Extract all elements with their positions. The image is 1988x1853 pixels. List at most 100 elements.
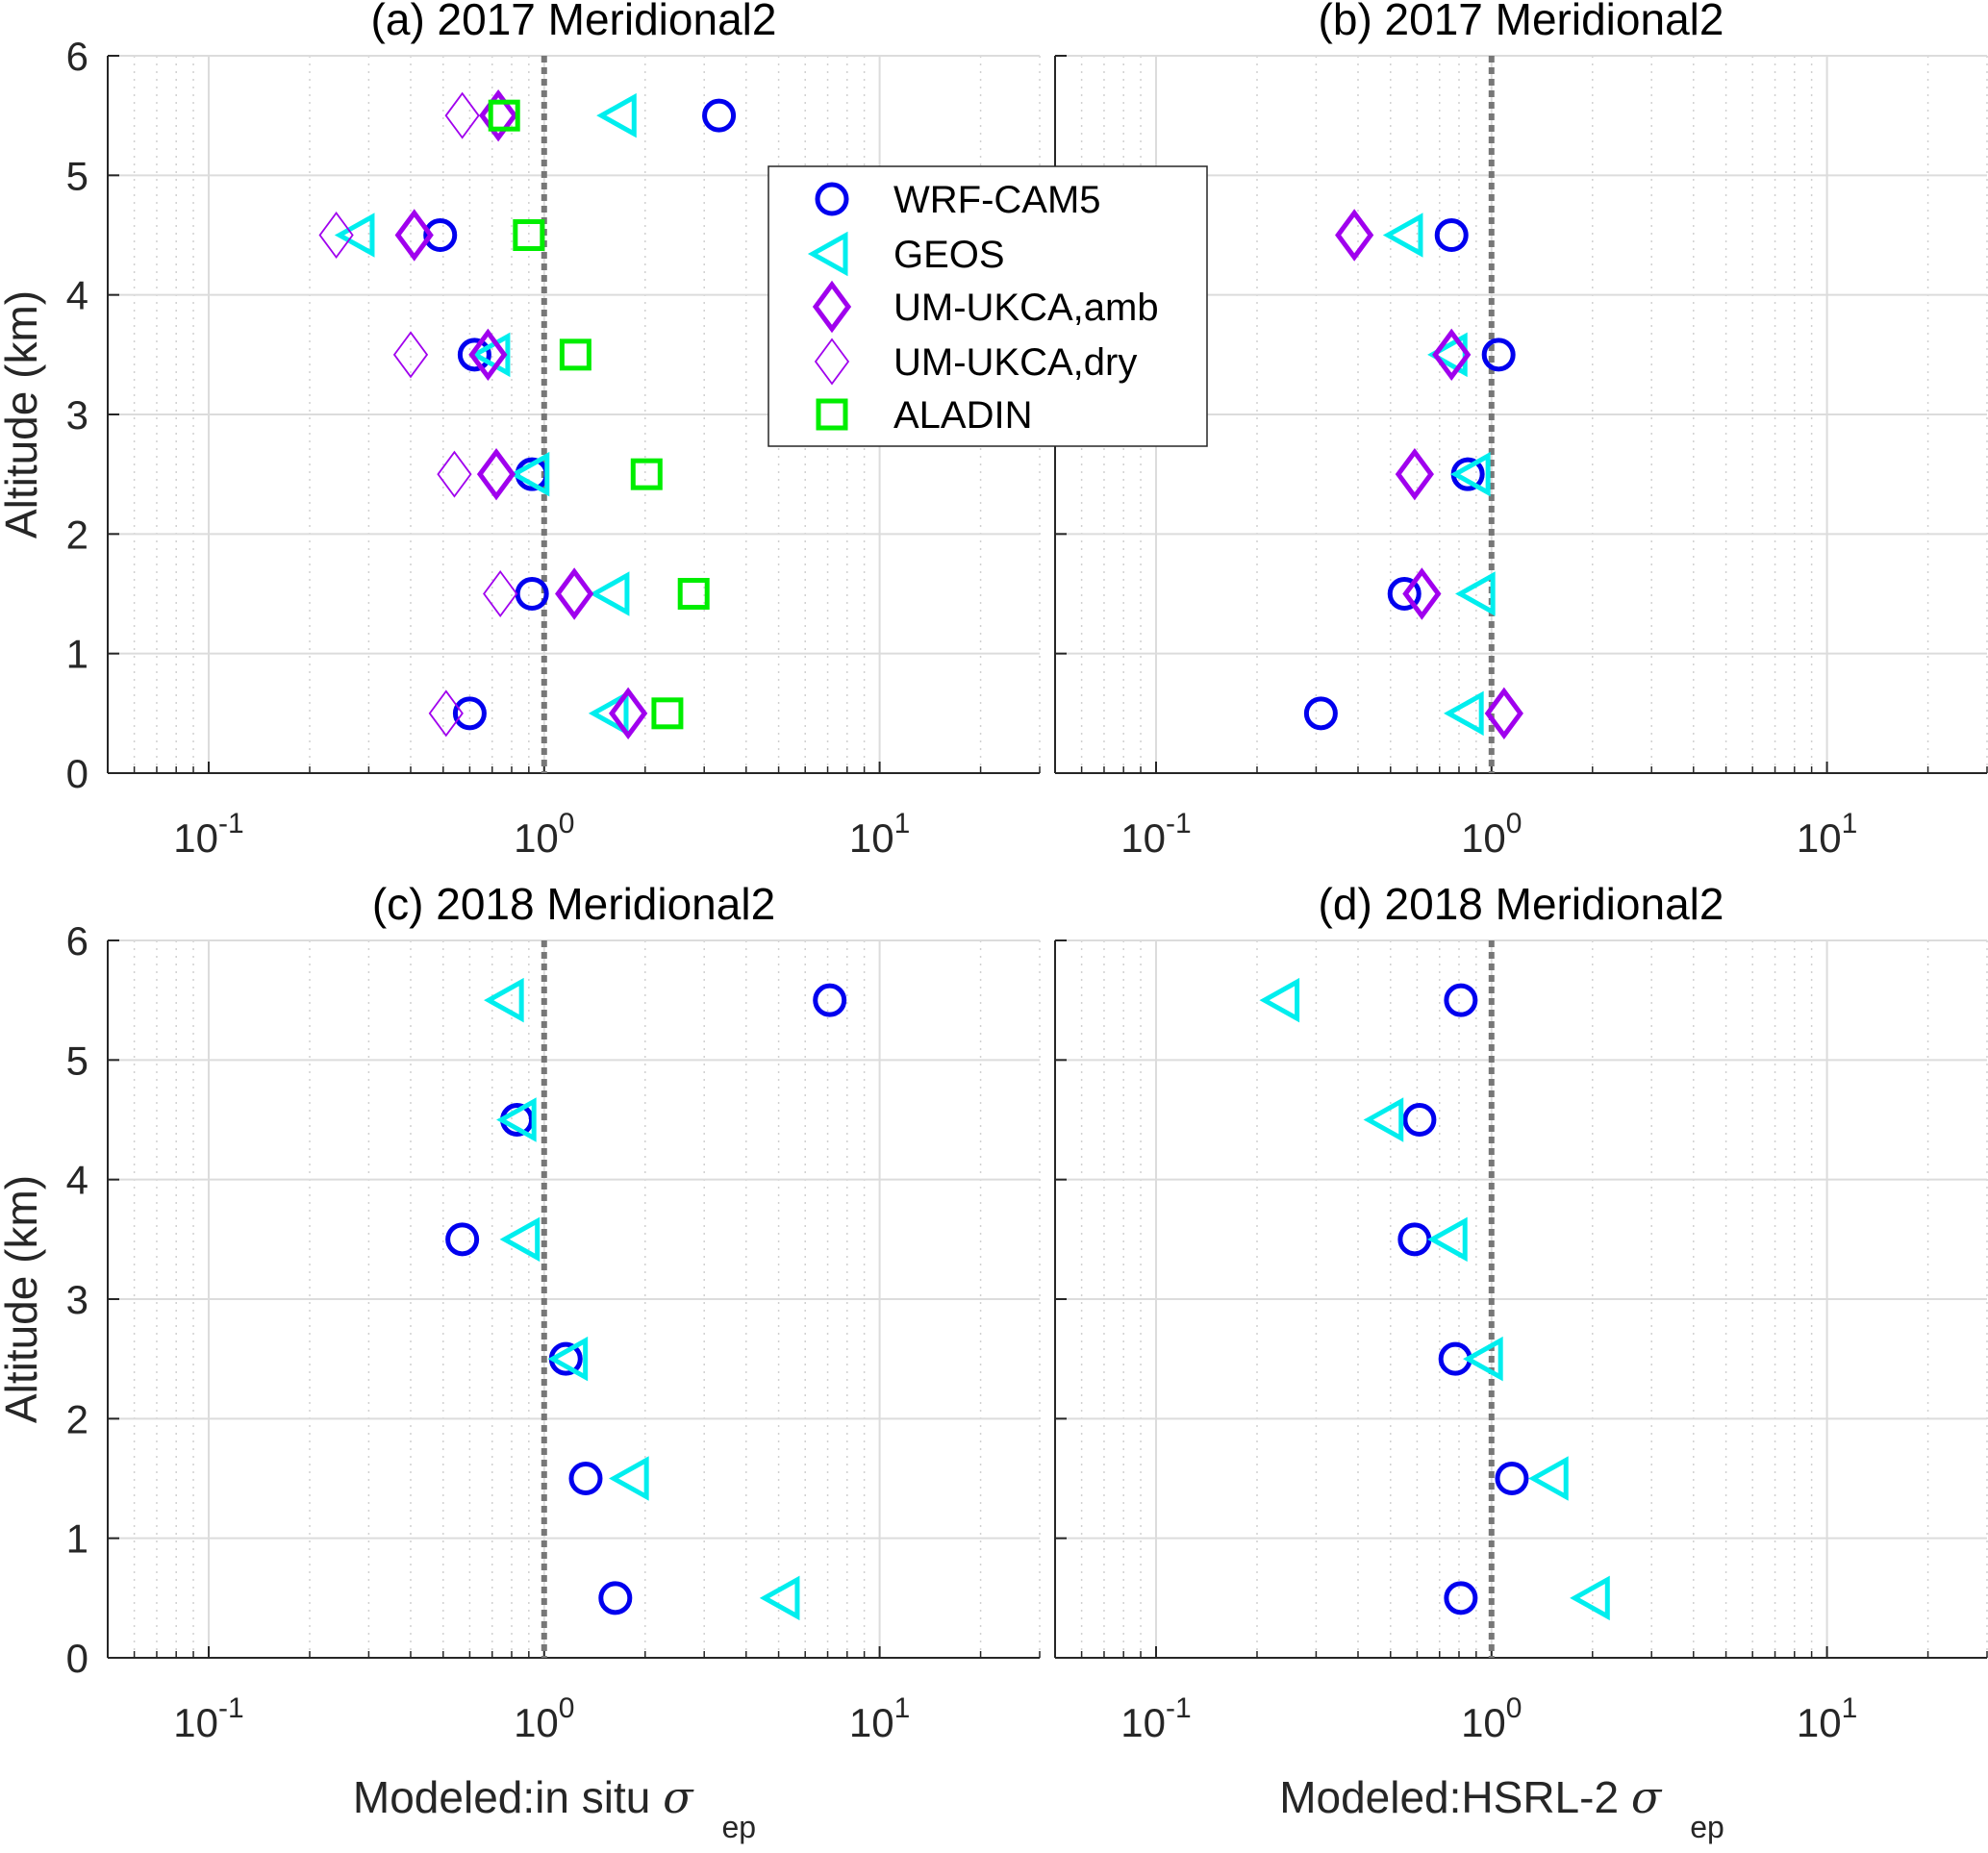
marker-wrf-cam5 (1495, 1462, 1529, 1495)
legend-label: GEOS (893, 234, 1005, 276)
marker-geos (589, 571, 630, 616)
panel-c: 0 1 2 3 4 5 6 10-1 100 101 (c) 2018 Meridional2 Alt… (0, 879, 1041, 1844)
legend-label: WRF-CAM5 (893, 179, 1101, 221)
marker-geos (1455, 571, 1496, 616)
legend-label: UM-UKCA,amb (893, 287, 1159, 329)
legend-entry: UM-UKCA,amb (812, 280, 1159, 334)
marker-aladin (651, 697, 684, 730)
x-tick-label: 10-1 (1120, 1692, 1191, 1745)
legend-label: UM-UKCA,dry (893, 341, 1137, 384)
legend-marker-icon (812, 280, 852, 334)
marker-wrf-cam5 (568, 1462, 603, 1495)
marker-um-ukca-amb (1432, 328, 1472, 382)
x-tick-label: 10-1 (1120, 808, 1191, 861)
marker-wrf-cam5 (445, 1222, 480, 1257)
y-axis-label: Altitude (km) (0, 1175, 46, 1423)
legend-marker-icon (816, 398, 848, 431)
marker-wrf-cam5 (598, 1581, 633, 1615)
x-tick-label: 10-1 (173, 808, 243, 861)
marker-wrf-cam5 (1397, 1222, 1432, 1257)
marker-um-ukca-dry (318, 211, 354, 260)
panel-title: (a) 2017 Meridional2 (371, 0, 777, 44)
x-axis-label: Modeled:HSRL-2 σep (1279, 1771, 1724, 1844)
y-tick-label: 4 (66, 273, 88, 318)
x-tick-label: 101 (1797, 808, 1857, 861)
panel-title: (c) 2018 Meridional2 (372, 879, 775, 929)
marker-wrf-cam5 (1434, 218, 1469, 252)
legend-entry: UM-UKCA,dry (814, 338, 1137, 386)
marker-aladin (630, 458, 663, 490)
marker-geos (509, 451, 550, 497)
x-tick-label: 10-1 (173, 1692, 243, 1745)
y-tick-label: 5 (66, 153, 88, 198)
legend-entry: ALADIN (816, 394, 1033, 437)
marker-aladin (488, 99, 520, 132)
marker-um-ukca-amb (476, 447, 516, 501)
marker-wrf-cam5 (457, 338, 491, 372)
y-tick-label: 5 (66, 1038, 88, 1083)
marker-um-ukca-dry (392, 331, 429, 379)
panel-a: 0 1 2 3 4 5 6 10-1 100 101 (a) 2017 Meridional2 Alt… (0, 0, 1041, 861)
marker-aladin (677, 578, 710, 610)
marker-um-ukca-dry (437, 450, 472, 498)
panel-title: (b) 2017 Meridional2 (1319, 0, 1724, 44)
x-tick-label: 100 (1461, 1692, 1522, 1745)
y-tick-label: 2 (66, 512, 88, 557)
y-tick-label: 3 (66, 392, 88, 438)
marker-um-ukca-amb (1395, 447, 1434, 501)
panel-title: (d) 2018 Meridional2 (1319, 879, 1724, 929)
legend-entry: GEOS (807, 231, 1005, 277)
marker-wrf-cam5 (813, 983, 847, 1017)
legend-marker-icon (807, 231, 848, 277)
marker-geos (1382, 213, 1423, 258)
marker-geos (1463, 1336, 1503, 1382)
y-tick-label: 6 (66, 34, 88, 79)
panel-d: 10-1 100 101 (d) 2018 Meridional2 Modeled:HS… (1054, 879, 1988, 1844)
legend-marker-icon (814, 338, 850, 386)
marker-geos (499, 1216, 541, 1263)
marker-wrf-cam5 (1387, 577, 1422, 611)
marker-wrf-cam5 (1402, 1103, 1437, 1137)
marker-geos (588, 690, 629, 737)
marker-um-ukca-amb (394, 209, 434, 262)
y-tick-label: 2 (66, 1396, 88, 1441)
marker-geos (759, 1575, 800, 1621)
marker-um-ukca-dry (428, 689, 464, 738)
marker-wrf-cam5 (515, 577, 549, 611)
marker-geos (1450, 451, 1491, 497)
marker-um-ukca-dry (483, 569, 518, 618)
legend-label: ALADIN (893, 394, 1033, 437)
x-tick-label: 101 (849, 1692, 910, 1745)
y-tick-label: 3 (66, 1277, 88, 1322)
panel-b: 10-1 100 101 (b) 2017 Meridional2 (1054, 0, 1988, 861)
y-tick-label: 1 (66, 1516, 88, 1562)
x-tick-label: 100 (514, 808, 574, 861)
marker-um-ukca-amb (609, 687, 648, 740)
y-tick-label: 6 (66, 918, 88, 964)
marker-wrf-cam5 (1303, 696, 1338, 731)
marker-um-ukca-amb (1335, 209, 1374, 262)
marker-geos (1444, 690, 1484, 737)
x-tick-label: 101 (1797, 1692, 1857, 1745)
x-axis-label: Modeled:in situ σep (353, 1771, 756, 1844)
y-axis-label: Altitude (km) (0, 290, 46, 538)
y-tick-label: 1 (66, 632, 88, 677)
y-tick-label: 0 (66, 751, 88, 796)
y-tick-label: 0 (66, 1636, 88, 1681)
marker-geos (1570, 1575, 1610, 1621)
x-tick-label: 101 (849, 808, 910, 861)
x-tick-label: 100 (1461, 808, 1522, 861)
marker-um-ukca-amb (555, 567, 594, 620)
marker-wrf-cam5 (702, 98, 737, 133)
marker-geos (334, 213, 375, 258)
marker-geos (609, 1456, 649, 1501)
marker-um-ukca-amb (479, 88, 518, 142)
marker-geos (469, 332, 511, 378)
x-tick-label: 100 (514, 1692, 574, 1745)
legend: WRF-CAM5 GEOS UM-UKCA,amb UM-UKCA,dry ALADIN (768, 165, 1208, 447)
marker-um-ukca-amb (468, 328, 508, 382)
marker-wrf-cam5 (1481, 338, 1516, 372)
marker-geos (547, 1336, 589, 1382)
marker-aladin (559, 338, 591, 371)
